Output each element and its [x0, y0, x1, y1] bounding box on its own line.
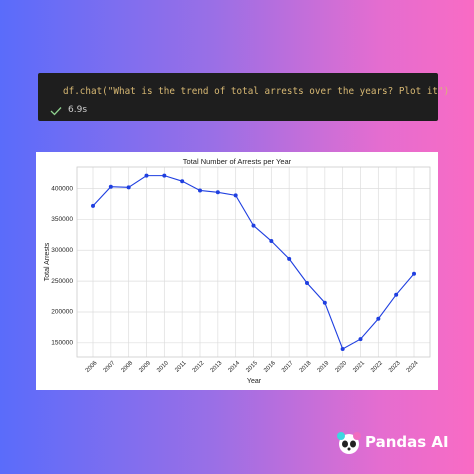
- data-point: [162, 173, 167, 178]
- data-point: [322, 300, 327, 305]
- x-tick-label: 2021: [352, 360, 366, 374]
- data-point: [126, 185, 131, 190]
- brand-name: Pandas AI: [365, 433, 449, 451]
- chart-container: Total Number of Arrests per Year Year To…: [36, 152, 438, 390]
- data-point: [376, 316, 381, 321]
- x-tick-label: 2010: [156, 360, 170, 374]
- data-point: [287, 256, 292, 261]
- x-tick-label: 2015: [245, 360, 259, 374]
- data-point: [180, 179, 185, 184]
- y-axis-label: Total Arrests: [44, 242, 51, 281]
- data-point: [394, 292, 399, 297]
- data-point: [215, 190, 220, 195]
- x-tick-label: 2013: [210, 360, 224, 374]
- x-tick-label: 2022: [370, 360, 384, 374]
- data-point: [269, 239, 274, 244]
- y-tick-label: 400000: [51, 185, 73, 192]
- x-tick-label: 2012: [192, 360, 206, 374]
- code-cell: df.chat("What is the trend of total arre…: [38, 73, 449, 121]
- x-tick-label: 2014: [228, 360, 242, 374]
- x-tick-label: 2011: [174, 360, 188, 374]
- data-point: [233, 193, 238, 198]
- data-point: [340, 346, 345, 351]
- chart-title: Total Number of Arrests per Year: [183, 157, 292, 166]
- data-point: [91, 203, 95, 208]
- duration: 6.9s: [68, 105, 88, 115]
- x-tick-label: 2007: [103, 360, 117, 374]
- y-tick-label: 250000: [51, 278, 73, 285]
- data-point: [358, 337, 363, 342]
- x-tick-label: 2017: [281, 360, 295, 374]
- x-tick-label: 2020: [335, 360, 349, 374]
- x-axis-label: Year: [247, 378, 262, 385]
- x-tick-label: 2024: [406, 360, 420, 374]
- y-tick-label: 350000: [51, 216, 73, 223]
- y-tick-label: 200000: [51, 309, 73, 316]
- data-point: [305, 280, 309, 285]
- data-point: [412, 271, 416, 276]
- x-tick-label: 2016: [263, 360, 277, 374]
- y-tick-label: 150000: [51, 340, 73, 347]
- chart: Total Number of Arrests per Year Year To…: [44, 157, 431, 385]
- code: df.chat("What is the trend of total arre…: [63, 86, 450, 97]
- data-point: [251, 223, 256, 228]
- x-tick-label: 2019: [317, 360, 331, 374]
- plot-frame: [76, 166, 431, 358]
- x-tick-label: 2008: [121, 360, 135, 374]
- x-tick-label: 2009: [138, 360, 152, 374]
- x-tick-label: 2018: [299, 360, 313, 374]
- logo-icon: [337, 432, 361, 454]
- check-icon: [50, 107, 62, 116]
- data-point: [198, 188, 202, 193]
- data-point: [144, 173, 149, 178]
- y-tick-label: 300000: [51, 247, 73, 254]
- x-tick-label: 2023: [388, 360, 402, 374]
- x-tick-label: 2006: [85, 360, 99, 374]
- data-point: [108, 184, 113, 189]
